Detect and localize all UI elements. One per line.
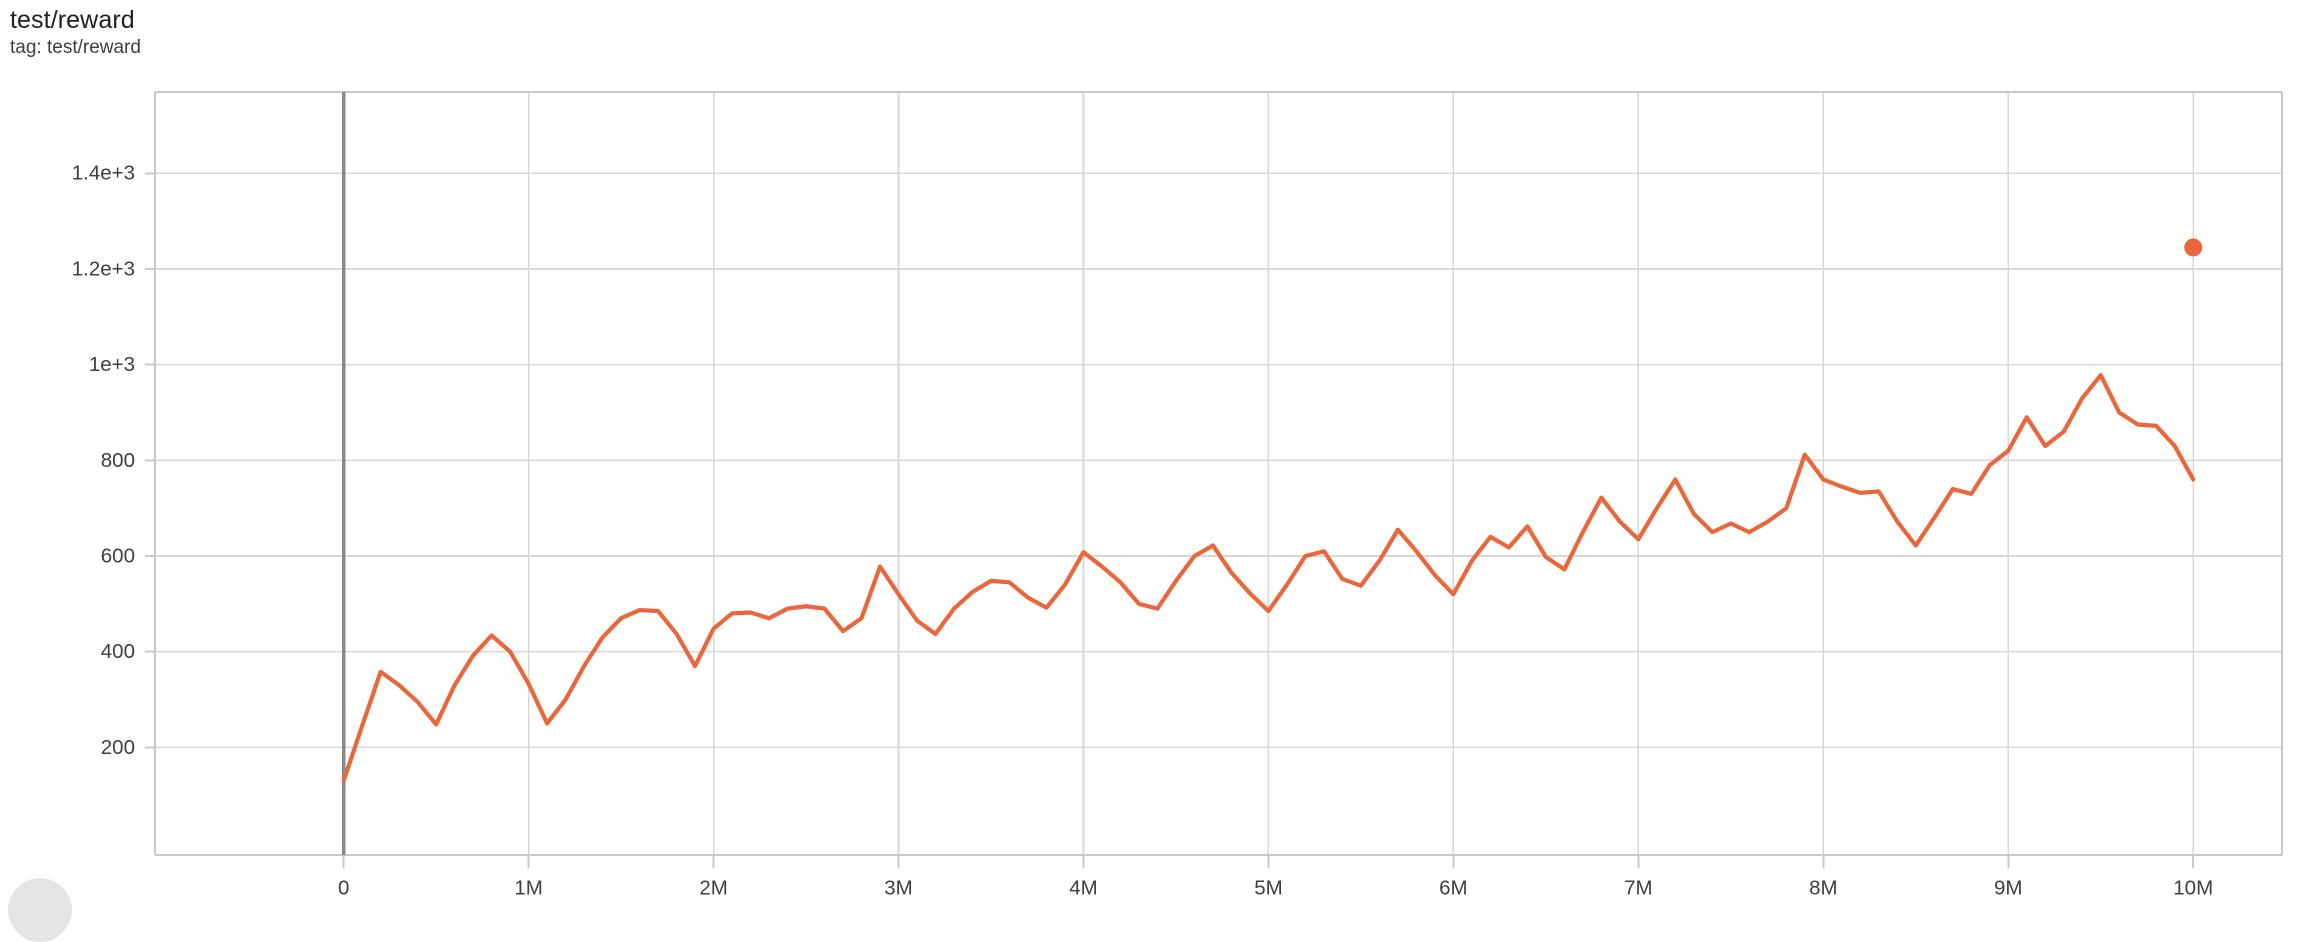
last-point-dot[interactable] xyxy=(2184,238,2203,257)
y-tick-label: 600 xyxy=(101,544,135,567)
y-axis-tick-labels: 200 400 600 800 1e+3 1.2e+3 1.4e+3 xyxy=(72,162,135,759)
y-tick-label: 1e+3 xyxy=(89,353,135,376)
y-tick-label: 800 xyxy=(101,449,135,472)
tickmarks-group xyxy=(145,172,2195,868)
x-tick-label: 2M xyxy=(699,876,727,896)
chart-header: test/reward tag: test/reward xyxy=(10,6,141,59)
end-point-marker[interactable] xyxy=(2184,238,2203,257)
x-tick-label: 5M xyxy=(1254,876,1282,896)
x-tick-label: 4M xyxy=(1069,876,1097,896)
chart-tag-subtitle: tag: test/reward xyxy=(10,37,141,58)
plot-area[interactable]: 200 400 600 800 1e+3 1.2e+3 1.4e+3 0 1M 2M 3M 4M 5M… xyxy=(0,0,2302,896)
x-tick-label: 10M xyxy=(2173,876,2213,896)
y-tick-label: 200 xyxy=(101,736,135,759)
series-line-0[interactable] xyxy=(341,373,2196,783)
y-tick-label: 1.2e+3 xyxy=(72,257,135,280)
x-tick-label: 7M xyxy=(1624,876,1652,896)
x-tick-label: 6M xyxy=(1439,876,1467,896)
x-axis-tick-labels: 0 1M 2M 3M 4M 5M 6M 7M 8M 9M 10M xyxy=(338,876,2213,896)
x-tick-label: 8M xyxy=(1809,876,1837,896)
line-chart-svg[interactable]: 200 400 600 800 1e+3 1.2e+3 1.4e+3 0 1M 2M 3M 4M 5M… xyxy=(0,0,2302,896)
x-tick-label: 0 xyxy=(338,876,349,896)
series-group[interactable] xyxy=(341,373,2196,783)
y-tick-label: 1.4e+3 xyxy=(72,162,135,185)
gridlines-group xyxy=(155,92,2282,855)
x-tick-label: 9M xyxy=(1994,876,2022,896)
page-title: test/reward xyxy=(10,6,135,34)
x-tick-label: 3M xyxy=(884,876,912,896)
x-tick-label: 1M xyxy=(514,876,542,896)
y-tick-label: 400 xyxy=(101,640,135,663)
axis-frame-group xyxy=(153,90,2284,857)
